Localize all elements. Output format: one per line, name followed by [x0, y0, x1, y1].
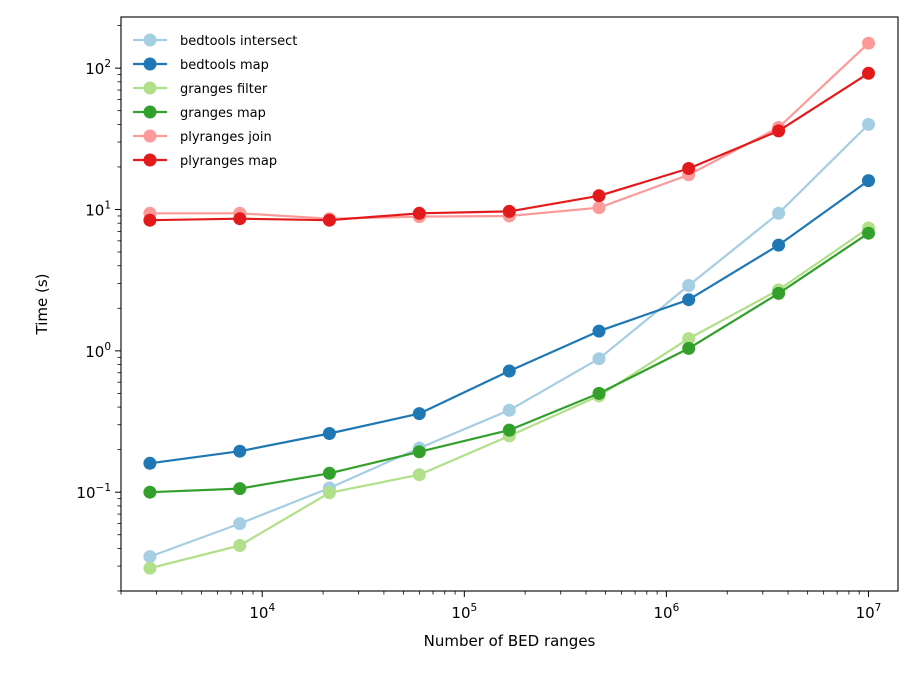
x-tick-label: 104: [249, 602, 275, 622]
x-tick-label: 106: [654, 602, 680, 622]
legend-label: granges map: [180, 106, 266, 121]
legend-item-plyranges-map: plyranges map: [133, 153, 277, 169]
legend-marker-plyranges-map: [143, 153, 157, 167]
data-point-bedtools-intersect: [502, 403, 516, 417]
legend-item-plyranges-join: plyranges join: [133, 129, 272, 145]
legend-marker-granges-map: [143, 105, 157, 119]
data-point-plyranges-map: [592, 189, 606, 203]
data-point-bedtools-intersect: [862, 117, 875, 131]
legend-item-bedtools-map: bedtools map: [133, 57, 269, 73]
data-point-bedtools-map: [772, 238, 786, 252]
legend-label: plyranges map: [180, 154, 277, 169]
legend: bedtools intersect bedtools map granges fi…: [133, 33, 297, 169]
data-point-granges-filter: [682, 332, 696, 346]
data-point-bedtools-map: [862, 174, 875, 188]
axes-layer: 104 105 106 107 10−1 100 101 102: [76, 16, 899, 622]
data-point-bedtools-map: [412, 407, 426, 421]
y-tick-label: 10−1: [76, 482, 111, 502]
legend-label: bedtools intersect: [180, 34, 297, 49]
y-tick-label: 102: [85, 58, 111, 78]
data-point-plyranges-map: [682, 162, 696, 175]
legend-item-bedtools-intersect: bedtools intersect: [133, 33, 297, 49]
x-tick-label: 107: [856, 602, 882, 622]
data-point-plyranges-map: [412, 206, 426, 220]
legend-label: plyranges join: [180, 130, 272, 145]
data-point-granges-filter: [412, 468, 426, 482]
data-point-bedtools-intersect: [592, 352, 606, 366]
data-point-granges-map: [502, 423, 516, 437]
legend-item-granges-filter: granges filter: [133, 81, 268, 97]
data-point-plyranges-map: [143, 213, 157, 227]
data-point-granges-map: [233, 482, 247, 496]
data-point-granges-filter: [322, 486, 336, 500]
data-point-granges-filter: [233, 539, 247, 552]
series-bedtools-intersect: [143, 117, 875, 564]
data-point-bedtools-map: [682, 293, 696, 307]
data-point-granges-map: [682, 341, 696, 355]
series-plyranges-map: [143, 66, 875, 227]
series-bedtools-map: [143, 174, 875, 470]
data-point-plyranges-join: [862, 36, 875, 50]
series-granges-map: [143, 226, 875, 499]
y-tick-label: 100: [85, 341, 111, 361]
data-point-plyranges-join: [592, 201, 606, 215]
data-point-granges-map: [322, 466, 336, 480]
legend-marker-plyranges-join: [143, 129, 157, 143]
y-tick-label: 101: [85, 199, 111, 219]
legend-marker-granges-filter: [143, 81, 157, 95]
data-point-plyranges-map: [233, 212, 247, 226]
data-point-bedtools-map: [592, 324, 606, 338]
data-point-bedtools-map: [233, 444, 247, 458]
data-point-bedtools-intersect: [772, 206, 786, 220]
data-point-granges-filter: [143, 561, 157, 575]
data-point-bedtools-intersect: [682, 279, 696, 292]
x-tick-label: 105: [451, 602, 477, 622]
data-point-granges-map: [862, 226, 875, 240]
data-point-granges-map: [592, 386, 606, 400]
data-point-bedtools-intersect: [233, 517, 247, 531]
data-point-bedtools-map: [143, 456, 157, 470]
x-axis-ticks: 104 105 106 107: [120, 591, 882, 622]
series-layer: [143, 36, 875, 575]
data-point-granges-map: [412, 445, 426, 459]
legend-label: granges filter: [180, 82, 268, 97]
data-point-granges-map: [772, 286, 786, 300]
x-axis-label: Number of BED ranges: [424, 632, 596, 650]
legend-label: bedtools map: [180, 58, 269, 73]
y-axis-ticks: 10−1 100 101 102: [76, 25, 121, 592]
data-point-plyranges-map: [772, 124, 786, 138]
data-point-granges-map: [143, 485, 157, 499]
plot-frame: [120, 16, 899, 592]
y-axis-label: Time (s): [33, 274, 51, 336]
legend-item-granges-map: granges map: [133, 105, 266, 121]
legend-marker-bedtools-intersect: [143, 33, 157, 47]
legend-marker-bedtools-map: [143, 57, 157, 71]
data-point-bedtools-intersect: [143, 550, 157, 564]
data-point-plyranges-map: [502, 204, 516, 218]
data-point-bedtools-map: [322, 427, 336, 440]
data-point-plyranges-map: [862, 66, 875, 80]
data-point-plyranges-map: [322, 213, 336, 227]
data-point-bedtools-map: [502, 364, 516, 378]
